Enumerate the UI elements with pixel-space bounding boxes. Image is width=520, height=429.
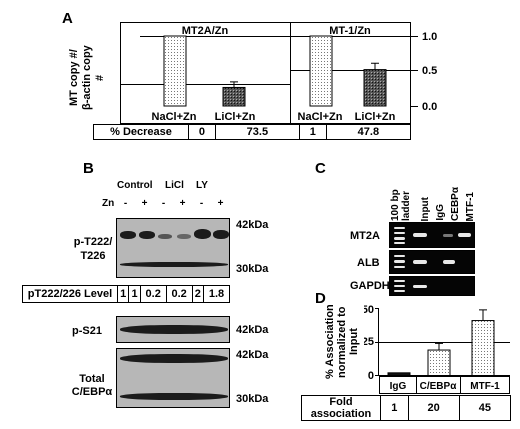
level-1: 1	[116, 285, 130, 303]
panel-d-chart: 50 25 0 IgG C/EBPα MTF-1	[364, 304, 510, 394]
blot2-mw-42: 42kDa	[236, 324, 269, 336]
panel-a-bar-4	[363, 69, 387, 107]
blot3-mw-30: 30kDa	[236, 393, 269, 405]
zn-sign-6: +	[217, 198, 224, 209]
zn-sign-2: +	[141, 198, 148, 209]
blot1-mw-42: 42kDa	[236, 219, 269, 231]
panel-a-ylabel-line2: β-actin copy #	[81, 45, 106, 111]
panel-c-gel-alb	[389, 250, 475, 274]
panel-a-category-2: LiCl+Zn	[215, 111, 256, 123]
panel-a-errorbar-2	[230, 81, 238, 88]
panel-b-group-licl: LiCl	[165, 180, 184, 191]
panel-d-bar-1	[387, 372, 411, 376]
panel-d-ylabel: % Association normalized to Input	[322, 302, 366, 382]
level-6: 1.8	[202, 285, 231, 303]
lane-igg: IgG	[435, 204, 446, 221]
lane-input: Input	[420, 196, 431, 221]
panel-b-blot3	[116, 348, 230, 408]
panel-b-blot1-label: p-T222/ T226	[72, 235, 114, 263]
panel-b-blot1	[116, 218, 230, 278]
panel-c-letter: C	[315, 160, 326, 177]
panel-b-letter: B	[83, 160, 94, 177]
panel-d-errorbar-3	[479, 309, 487, 321]
panel-d-category-mtf1: MTF-1	[470, 381, 500, 392]
fold-1: 1	[380, 395, 409, 421]
panel-d-ylabel-line1: % Association	[324, 304, 336, 380]
panel-b-group-ly: LY	[196, 180, 208, 191]
panel-a-decrease-2: 73.5	[214, 124, 300, 140]
zn-sign-4: +	[179, 198, 186, 209]
lane-ladder: 100 bp ladder	[390, 189, 412, 221]
blot1-label-line2: T226	[80, 250, 106, 262]
panel-b-level-label: pT222/226 Level	[22, 285, 118, 303]
panel-a-decrease-4: 47.8	[325, 124, 412, 140]
level-2: 1	[128, 285, 141, 303]
panel-d-ytick-25: 25	[364, 336, 374, 348]
panel-a-row-label: % Decrease	[93, 124, 189, 140]
panel-c-gel-mt2a	[389, 222, 475, 248]
panel-a-decrease-1: 0	[188, 124, 216, 140]
panel-d-letter: D	[315, 290, 326, 307]
panel-a-bar-3	[309, 35, 333, 107]
fold-3: 45	[458, 395, 512, 421]
level-5: 2	[191, 285, 204, 303]
panel-d-ytick-50: 50	[364, 304, 374, 316]
panel-d-ytick-0: 0	[368, 370, 374, 382]
zn-sign-1: -	[123, 198, 128, 209]
fold-2: 20	[407, 395, 460, 421]
panel-c-lane-labels: 100 bp ladder Input IgG CEBPα MTF-1	[388, 157, 488, 221]
blot1-label-line1: p-T222/	[73, 236, 113, 248]
blot3-mw-42: 42kDa	[236, 349, 269, 361]
panel-d-row-label: Fold association	[301, 395, 381, 421]
blot3-label-line2: C/EBPα	[71, 386, 113, 398]
panel-d-errorbar-2	[435, 342, 443, 351]
panel-a-ytick-1: 1.0	[422, 31, 437, 43]
lane-cebpa: CEBPα	[450, 187, 461, 221]
panel-d-bar-3	[471, 320, 495, 376]
level-4: 0.2	[165, 285, 193, 303]
panel-d-fold-table: Fold association 1 20 45	[301, 395, 512, 421]
zn-sign-5: -	[199, 198, 204, 209]
panel-d-ylabel-line2: normalized to	[336, 306, 348, 378]
panel-a-decrease-table: % Decrease 0 73.5 1 47.8	[93, 124, 412, 140]
panel-b-blot3-label: Total C/EBPα	[70, 373, 114, 399]
panel-d-ylabel-line3: Input	[348, 328, 360, 356]
panel-a-bar-2	[222, 86, 246, 107]
panel-a-errorbar-4	[371, 62, 379, 70]
panel-a-title-mt1: MT-1/Zn	[329, 25, 371, 37]
panel-a-ylabel: MT copy #/ β-actin copy #	[60, 42, 120, 112]
panel-b-zn-label: Zn	[102, 198, 115, 209]
zn-sign-3: -	[161, 198, 166, 209]
panel-a-ytick-0: 0.0	[422, 101, 437, 113]
panel-b-group-control: Control	[117, 180, 153, 191]
panel-d-bar-2	[427, 349, 451, 376]
lane-mtf1: MTF-1	[465, 191, 476, 221]
panel-d-category-igg: IgG	[390, 381, 407, 392]
panel-a-ytick-05: 0.5	[422, 65, 437, 77]
panel-d-category-cebpa: C/EBPα	[420, 381, 458, 392]
panel-a-category-4: LiCl+Zn	[355, 111, 396, 123]
panel-b-blot2	[116, 316, 230, 343]
panel-a-letter: A	[62, 10, 73, 27]
panel-b-blot2-label: p-S21	[72, 325, 102, 337]
blot1-mw-30: 30kDa	[236, 263, 269, 275]
panel-a-bar-1	[163, 35, 187, 107]
panel-b-level-table: pT222/226 Level 1 1 0.2 0.2 2 1.8	[22, 285, 231, 303]
panel-a-category-1: NaCl+Zn	[152, 111, 197, 123]
panel-c-gel-gapdh	[389, 276, 475, 296]
panel-c-row-mt2a: MT2A	[350, 230, 380, 242]
panel-b-zn-signs: - + - + - +	[116, 194, 230, 214]
panel-c-row-alb: ALB	[357, 257, 380, 269]
panel-a-category-3: NaCl+Zn	[298, 111, 343, 123]
panel-a-title-mt2a: MT2A/Zn	[182, 25, 229, 37]
panel-c-row-gapdh: GAPDH	[350, 280, 390, 292]
panel-a-chart: MT2A/Zn MT-1/Zn 1.0 0.5 0.0 NaCl+Zn LiCl…	[120, 22, 437, 124]
panel-a-ylabel-line1: MT copy #/	[68, 49, 80, 107]
blot3-label-line1: Total	[79, 373, 105, 385]
level-3: 0.2	[139, 285, 167, 303]
panel-a-decrease-3: 1	[298, 124, 327, 140]
